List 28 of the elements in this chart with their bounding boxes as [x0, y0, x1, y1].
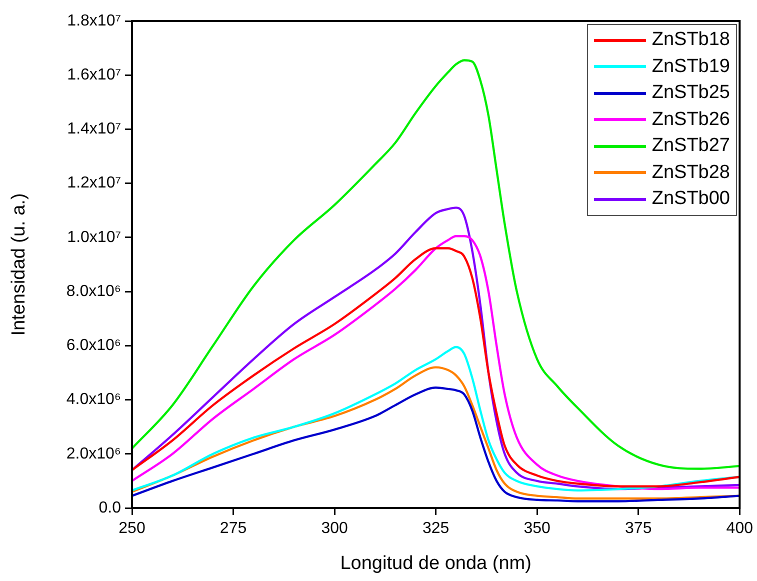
x-tick-label: 375 [625, 520, 652, 538]
legend-label: ZnSTb00 [652, 187, 730, 211]
y-tick-label: 1.6x10⁷ [67, 66, 122, 84]
x-tick-label: 325 [422, 520, 450, 538]
y-tick-label: 4.0x10⁶ [66, 391, 121, 408]
x-tick-label: 275 [220, 520, 247, 538]
y-tick-label: 1.8x10⁷ [67, 12, 122, 30]
y-axis-title: Intensidad (u. a.) [8, 193, 30, 336]
legend-label: ZnSTb27 [652, 134, 730, 158]
legend-label: ZnSTb25 [652, 81, 730, 105]
y-tick-label: 1.2x10⁷ [67, 174, 122, 192]
y-tick-label: 6.0x10⁶ [66, 337, 121, 354]
x-tick-label: 300 [321, 520, 348, 538]
line-series [132, 59, 740, 470]
y-tick-label: 1.0x10⁷ [67, 228, 122, 246]
y-tick-label: 0.0 [98, 499, 122, 516]
x-tick-label: 350 [524, 520, 551, 538]
x-tick-label: 250 [118, 520, 146, 538]
legend-label: ZnSTb18 [652, 28, 730, 52]
y-tick-label: 1.4x10⁷ [67, 120, 122, 138]
legend-label: ZnSTb28 [652, 160, 730, 184]
line-series [132, 386, 740, 502]
legend-label: ZnSTb26 [652, 108, 730, 132]
legend-label: ZnSTb19 [652, 54, 730, 78]
y-tick-label: 8.0x10⁶ [66, 282, 121, 300]
x-axis-title: Longitud de onda (nm) [340, 552, 532, 574]
y-tick-label: 2.0x10⁶ [66, 445, 121, 462]
x-tick-label: 400 [726, 520, 754, 538]
